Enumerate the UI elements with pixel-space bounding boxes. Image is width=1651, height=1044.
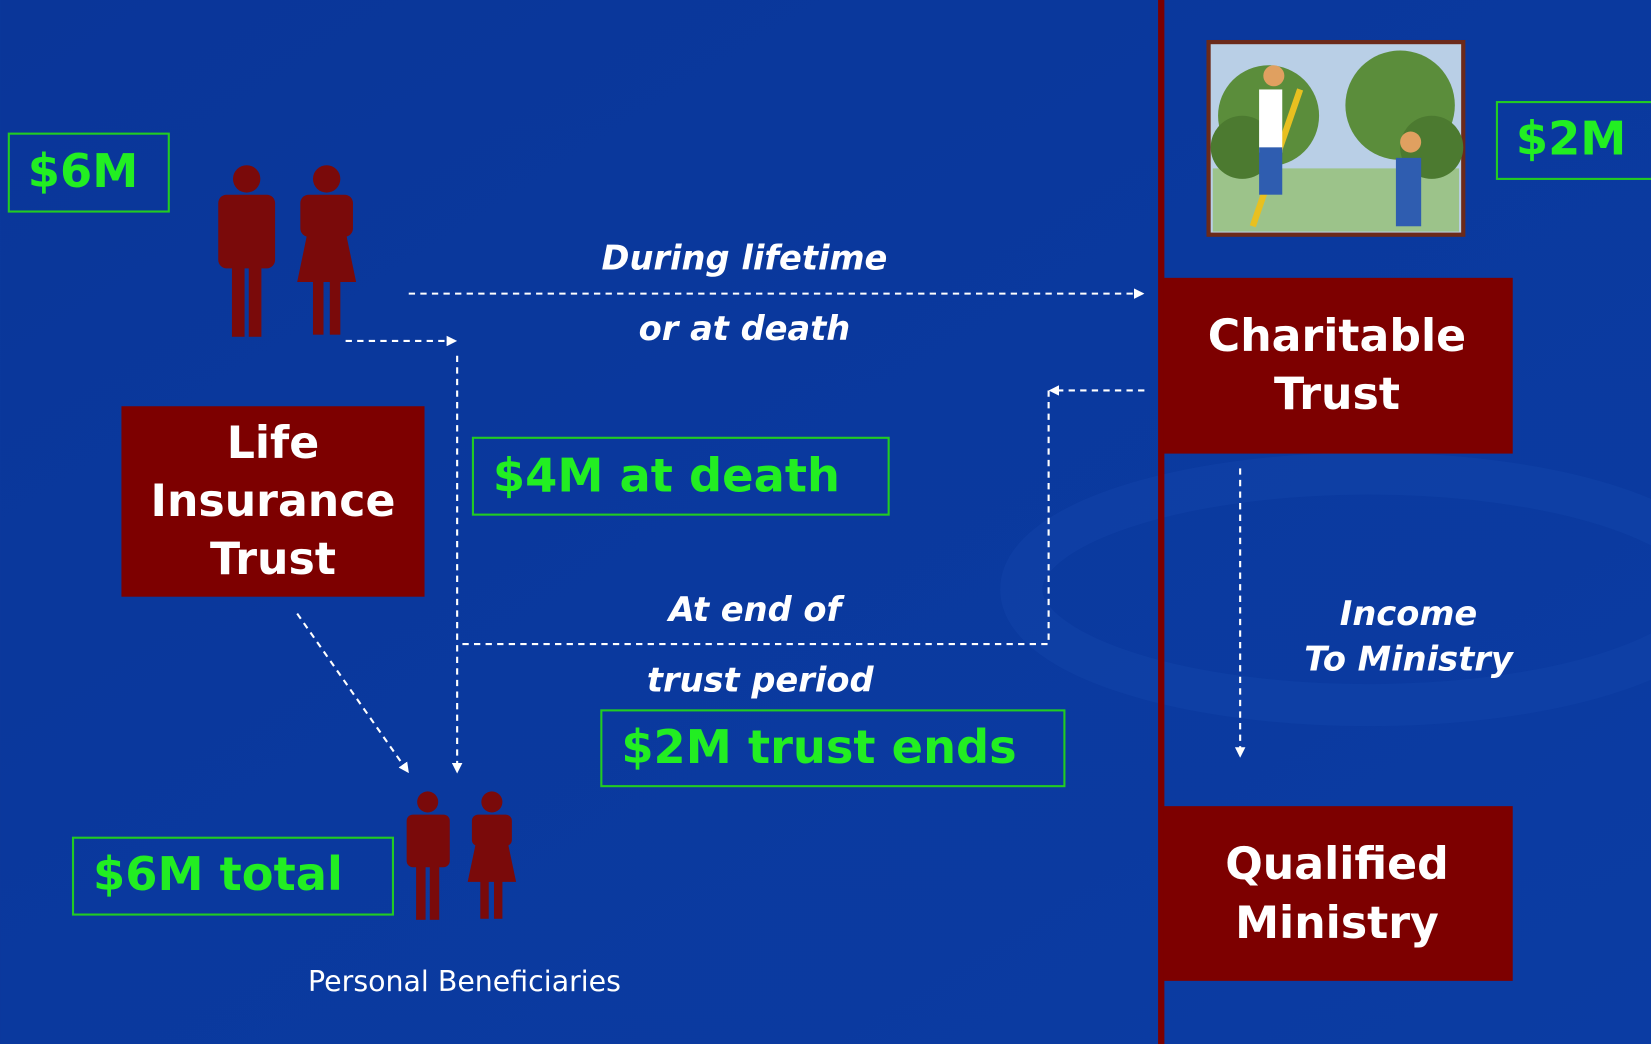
caption: Personal Beneficiaries: [308, 965, 621, 998]
box-label: Trust: [1274, 369, 1400, 420]
box: [1163, 806, 1512, 981]
flow-label: To Ministry: [1304, 639, 1515, 678]
amount: $4M at death: [493, 448, 840, 502]
box-label: Qualified: [1225, 839, 1448, 890]
box-label: Insurance: [151, 476, 396, 527]
flow-label: or at death: [639, 309, 851, 348]
box-label: Life: [227, 418, 320, 469]
slide: $6M $2M $4M at death $2M trust ends $6M …: [0, 0, 1651, 1044]
box-label: Ministry: [1235, 898, 1439, 949]
box-label: Charitable: [1208, 311, 1466, 362]
box-label: Trust: [210, 534, 336, 585]
amount: $2M: [1516, 112, 1627, 166]
orchard-clipart: [1209, 42, 1464, 235]
flow-label: trust period: [647, 660, 875, 699]
amount: $6M: [28, 144, 139, 198]
amount: $2M trust ends: [621, 720, 1016, 774]
flow-label: At end of: [666, 590, 846, 629]
amount: $6M total: [93, 847, 343, 901]
box: [1163, 278, 1512, 454]
flow-label: Income: [1340, 594, 1477, 633]
flow-label: During lifetime: [602, 238, 888, 277]
